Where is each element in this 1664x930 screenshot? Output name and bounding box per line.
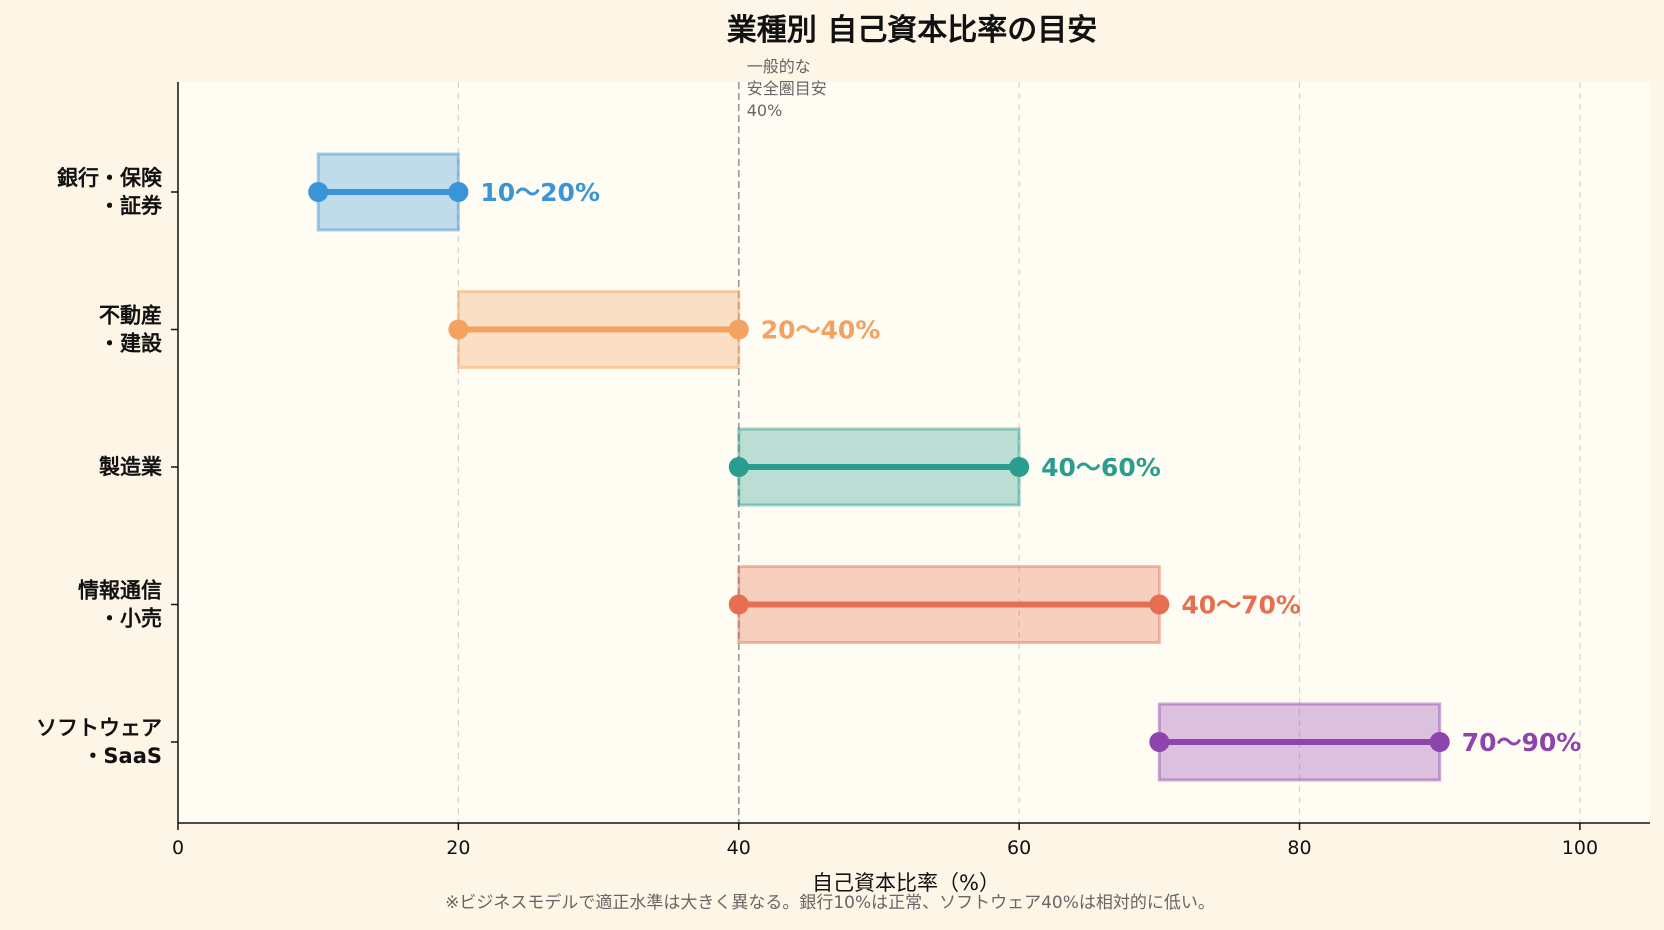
x-tick-label-80: 80 [1287,837,1311,859]
category-label: 情報通信 [78,579,162,603]
category-label: ・建設 [99,332,163,356]
range-low-point [728,594,749,615]
reference-line-label: 一般的な [747,57,811,76]
category-label: ・小売 [99,607,162,631]
range-low-point [728,457,749,477]
range-low-point [448,319,469,340]
x-ticks: 0 20 40 60 80 100 [172,823,1598,859]
chart-title: 業種別 自己資本比率の目安 [727,13,1097,48]
x-tick-label-40: 40 [727,837,751,859]
range-high-point [448,182,469,202]
range-high-point [1149,594,1170,615]
range-value-label: 20〜40% [761,316,881,345]
x-tick-label-60: 60 [1007,837,1031,859]
range-row-1: 20〜40% [448,290,881,369]
range-high-point [1009,457,1030,477]
range-value-label: 70〜90% [1462,728,1582,757]
x-tick-label-0: 0 [172,837,184,859]
range-value-label: 40〜60% [1041,453,1161,482]
range-row-4: 70〜90% [1149,702,1582,782]
category-label: 不動産 [99,304,162,328]
range-value-label: 40〜70% [1181,591,1301,620]
category-label: 製造業 [98,455,163,479]
range-high-point [728,319,749,340]
category-label: ・証券 [99,194,163,218]
plot-background [178,82,1650,823]
footnote: ※ビジネスモデルで適正水準は大きく異なる。銀行10%は正常、ソフトウェア40%は… [445,892,1215,913]
range-row-0: 10〜20% [308,152,600,232]
axes [177,82,1650,824]
range-low-point [308,182,329,202]
range-bars: 10〜20% 20〜40% 40〜60% 40〜70% 70〜90% [308,152,1582,782]
category-label: ・SaaS [82,744,162,768]
x-tick-label-100: 100 [1562,837,1598,859]
x-axis-label: 自己資本比率（%） [812,871,1000,895]
reference-line-label: 40% [747,101,783,120]
x-tick-label-20: 20 [446,837,470,859]
range-value-label: 10〜20% [480,178,600,207]
range-row-3: 40〜70% [728,565,1301,644]
category-label: ソフトウェア [36,716,162,740]
range-row-2: 40〜60% [728,427,1161,507]
range-low-point [1149,732,1170,752]
range-high-point [1429,732,1450,752]
reference-line-label: 安全圏目安 [747,79,827,98]
category-label: 銀行・保険 [57,166,163,190]
